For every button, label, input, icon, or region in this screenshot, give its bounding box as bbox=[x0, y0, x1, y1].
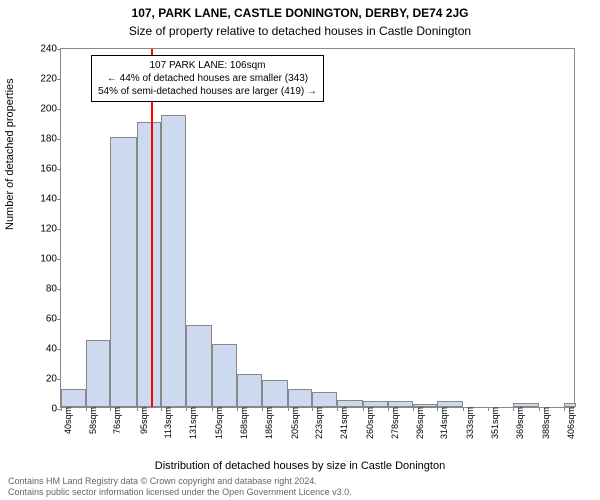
footer-line-1: Contains HM Land Registry data © Crown c… bbox=[8, 476, 352, 487]
x-tick-label: 351sqm bbox=[488, 407, 500, 439]
x-tick-label: 278sqm bbox=[388, 407, 400, 439]
x-tick-label: 205sqm bbox=[288, 407, 300, 439]
x-tick-label: 314sqm bbox=[437, 407, 449, 439]
x-tick-mark bbox=[513, 407, 514, 411]
x-tick-mark bbox=[262, 407, 263, 411]
footer-line-2: Contains public sector information licen… bbox=[8, 487, 352, 498]
x-tick-label: 333sqm bbox=[463, 407, 475, 439]
histogram-bar bbox=[564, 403, 576, 408]
histogram-bar bbox=[161, 115, 186, 408]
x-tick-label: 113sqm bbox=[161, 407, 173, 438]
x-tick-mark bbox=[363, 407, 364, 411]
x-tick-label: 369sqm bbox=[513, 407, 525, 439]
plot-area: 02040608010012014016018020022024040sqm58… bbox=[60, 48, 575, 408]
x-tick-label: 388sqm bbox=[539, 407, 551, 439]
x-tick-mark bbox=[388, 407, 389, 411]
y-tick-mark bbox=[57, 109, 61, 110]
y-tick-mark bbox=[57, 289, 61, 290]
annotation-line-1: 107 PARK LANE: 106sqm bbox=[98, 59, 317, 72]
histogram-bar bbox=[513, 403, 539, 408]
x-tick-label: 241sqm bbox=[337, 407, 349, 439]
x-tick-label: 95sqm bbox=[137, 407, 149, 434]
x-tick-mark bbox=[161, 407, 162, 411]
y-tick-mark bbox=[57, 349, 61, 350]
x-tick-mark bbox=[137, 407, 138, 411]
y-tick-mark bbox=[57, 49, 61, 50]
chart-container: 107, PARK LANE, CASTLE DONINGTON, DERBY,… bbox=[0, 0, 600, 500]
chart-title-sub: Size of property relative to detached ho… bbox=[0, 20, 600, 38]
y-tick-mark bbox=[57, 139, 61, 140]
x-tick-mark bbox=[488, 407, 489, 411]
x-tick-mark bbox=[186, 407, 187, 411]
histogram-bar bbox=[86, 340, 111, 408]
x-tick-label: 58sqm bbox=[86, 407, 98, 434]
histogram-bar bbox=[262, 380, 288, 407]
x-tick-mark bbox=[312, 407, 313, 411]
marker-line bbox=[151, 49, 153, 407]
x-tick-mark bbox=[437, 407, 438, 411]
histogram-bar bbox=[388, 401, 413, 407]
x-tick-mark bbox=[237, 407, 238, 411]
histogram-bar bbox=[437, 401, 463, 407]
x-tick-label: 40sqm bbox=[61, 407, 73, 434]
histogram-bar bbox=[61, 389, 86, 407]
x-tick-mark bbox=[86, 407, 87, 411]
y-tick-mark bbox=[57, 169, 61, 170]
x-tick-mark bbox=[61, 407, 62, 411]
chart-footer: Contains HM Land Registry data © Crown c… bbox=[8, 476, 352, 498]
x-tick-label: 223sqm bbox=[312, 407, 324, 439]
y-tick-mark bbox=[57, 379, 61, 380]
y-tick-mark bbox=[57, 79, 61, 80]
histogram-bar bbox=[337, 400, 363, 408]
x-tick-label: 168sqm bbox=[237, 407, 249, 439]
x-tick-label: 131sqm bbox=[186, 407, 198, 439]
histogram-bar bbox=[137, 122, 162, 407]
x-tick-mark bbox=[212, 407, 213, 411]
annotation-box: 107 PARK LANE: 106sqm ← 44% of detached … bbox=[91, 55, 324, 102]
histogram-bar bbox=[110, 137, 136, 407]
histogram-bar bbox=[212, 344, 237, 407]
x-tick-label: 186sqm bbox=[262, 407, 274, 439]
x-tick-label: 260sqm bbox=[363, 407, 375, 439]
annotation-line-2: ← 44% of detached houses are smaller (34… bbox=[98, 72, 317, 85]
chart-title-main: 107, PARK LANE, CASTLE DONINGTON, DERBY,… bbox=[0, 0, 600, 20]
histogram-bar bbox=[363, 401, 388, 407]
x-tick-label: 406sqm bbox=[564, 407, 576, 439]
histogram-bar bbox=[288, 389, 313, 407]
y-tick-mark bbox=[57, 259, 61, 260]
x-tick-mark bbox=[413, 407, 414, 411]
x-tick-mark bbox=[539, 407, 540, 411]
x-tick-mark bbox=[288, 407, 289, 411]
y-tick-mark bbox=[57, 199, 61, 200]
x-tick-label: 296sqm bbox=[413, 407, 425, 439]
x-tick-mark bbox=[110, 407, 111, 411]
x-tick-mark bbox=[463, 407, 464, 411]
x-tick-mark bbox=[337, 407, 338, 411]
x-axis-label: Distribution of detached houses by size … bbox=[0, 460, 600, 472]
annotation-line-3: 54% of semi-detached houses are larger (… bbox=[98, 85, 317, 98]
histogram-bar bbox=[186, 325, 212, 408]
y-tick-mark bbox=[57, 319, 61, 320]
x-tick-mark bbox=[564, 407, 565, 411]
x-tick-label: 76sqm bbox=[110, 407, 122, 434]
y-tick-mark bbox=[57, 229, 61, 230]
y-axis-label: Number of detached properties bbox=[4, 78, 16, 230]
histogram-bar bbox=[237, 374, 262, 407]
histogram-bar bbox=[413, 404, 438, 407]
x-tick-label: 150sqm bbox=[212, 407, 224, 439]
histogram-bar bbox=[312, 392, 337, 407]
